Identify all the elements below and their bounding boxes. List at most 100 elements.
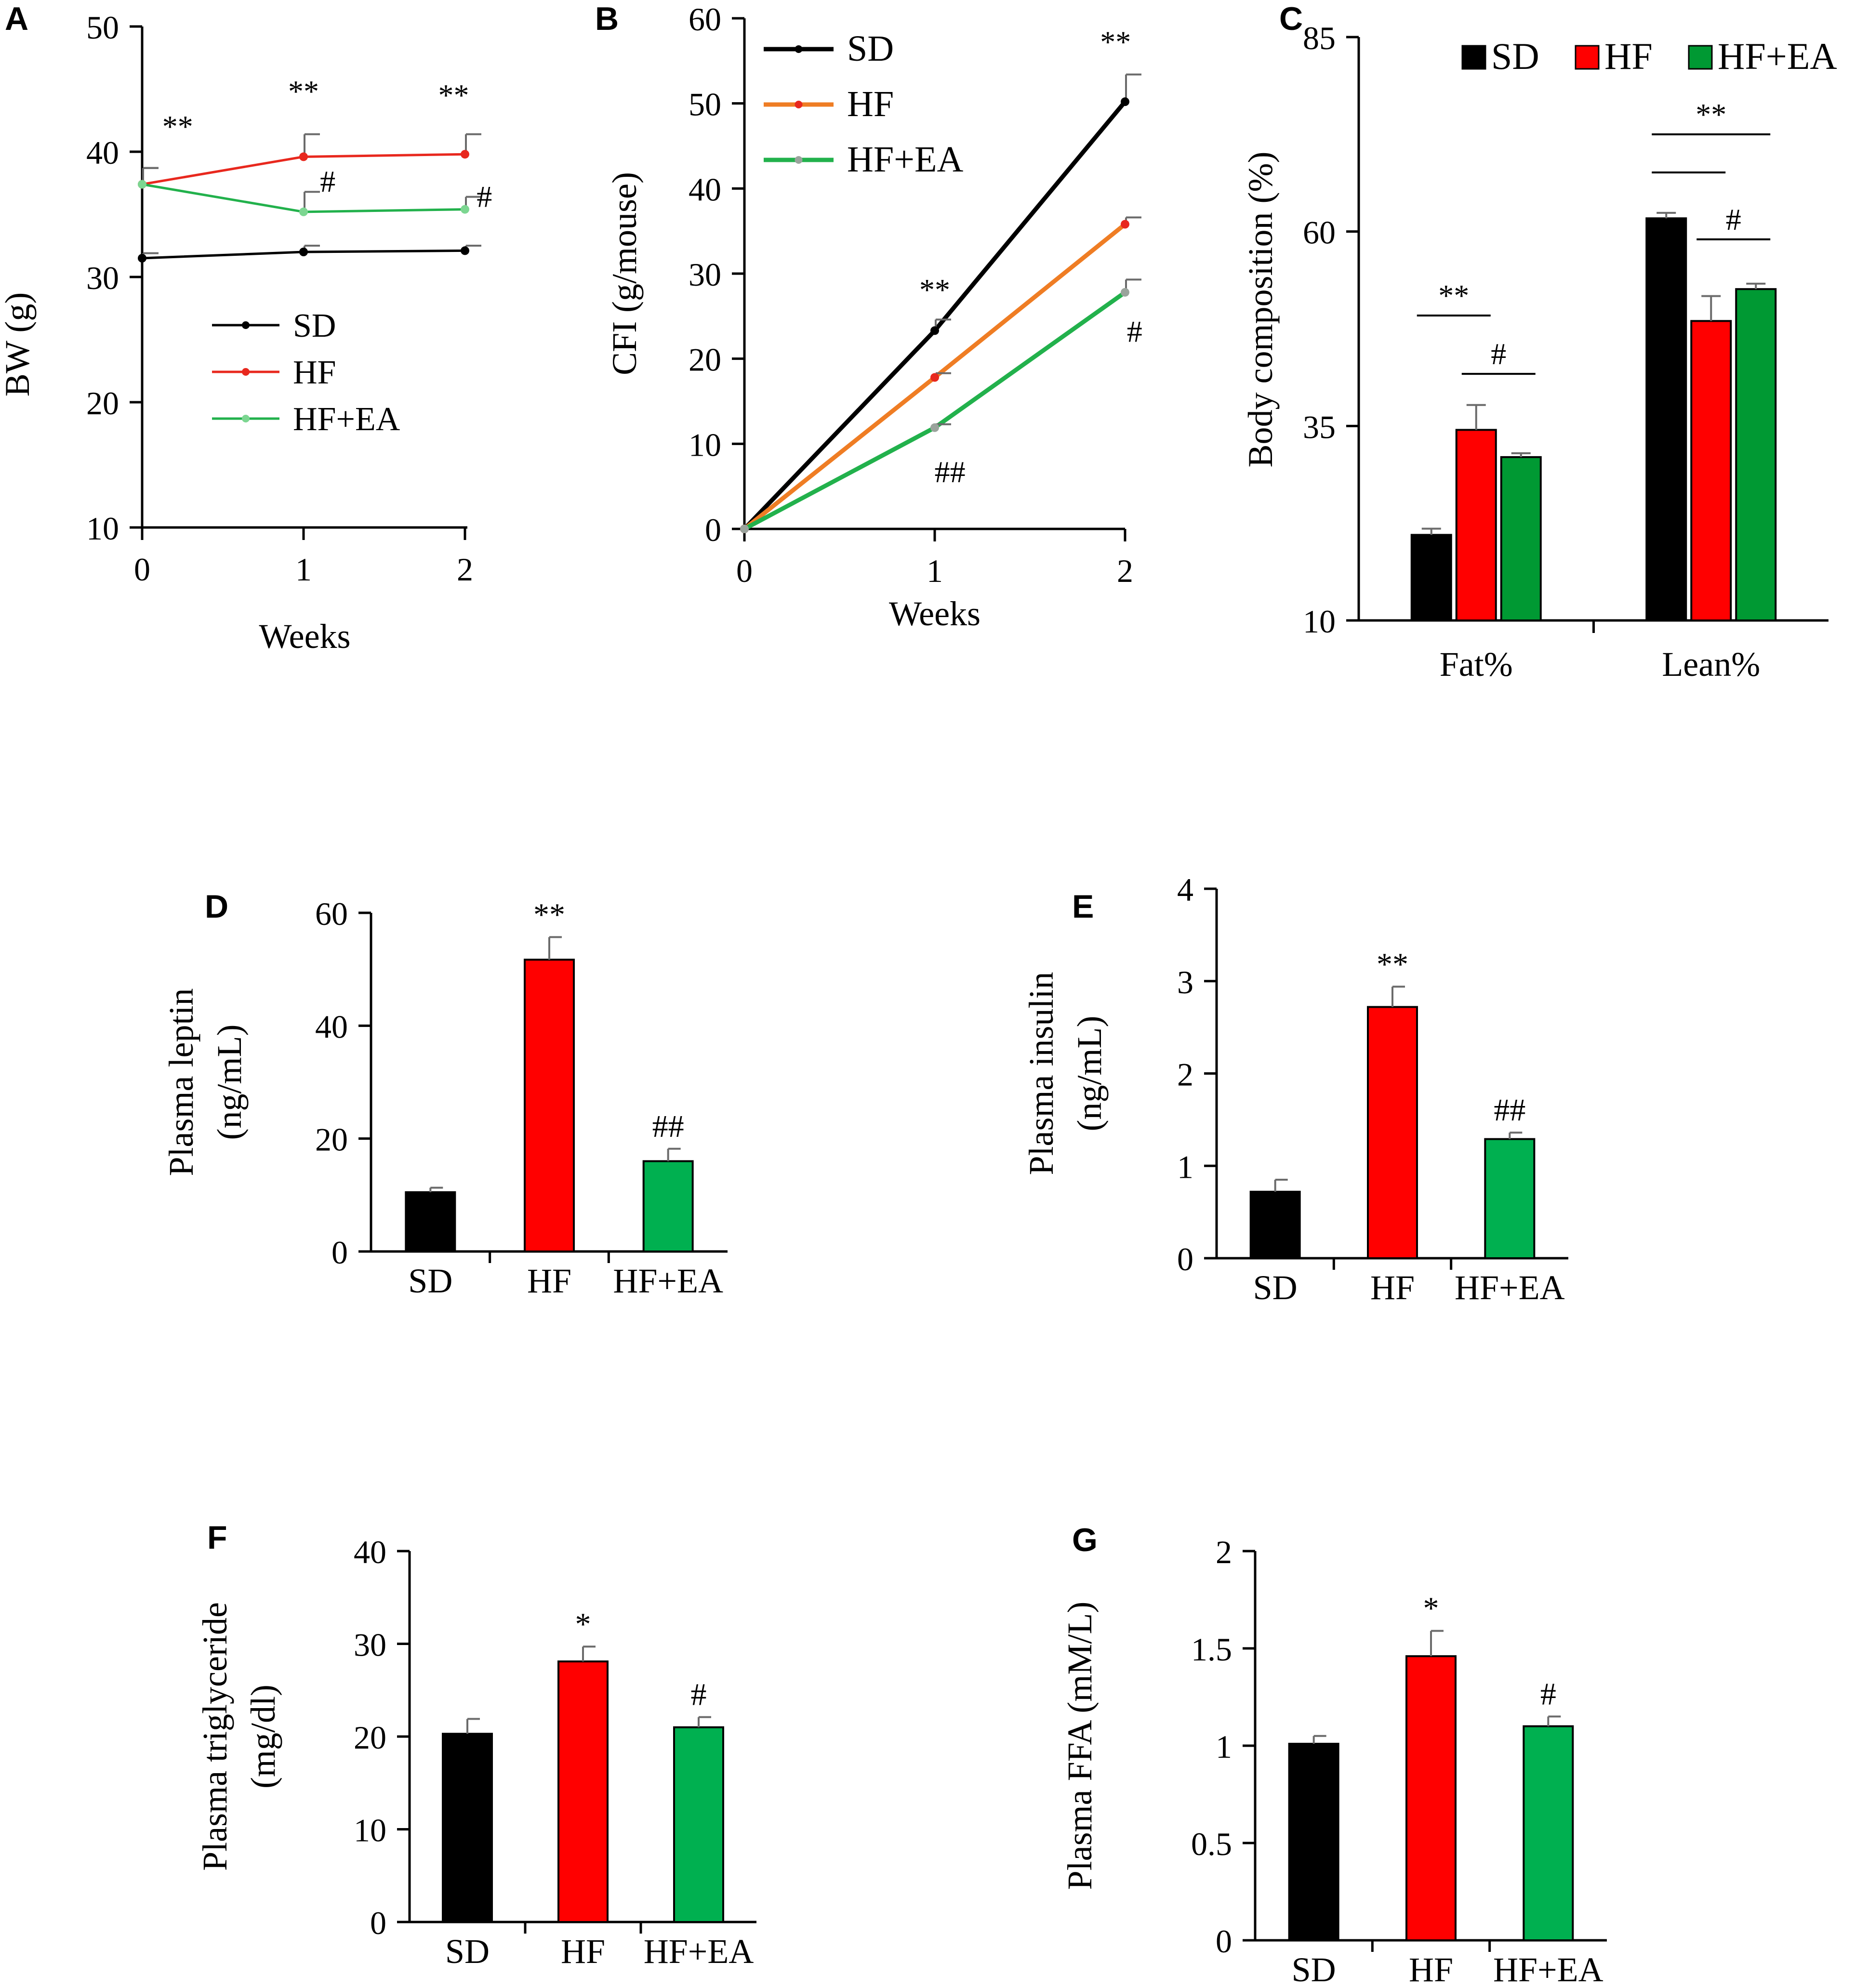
category-label: SD — [445, 1932, 490, 1971]
y-tick-label: 2 — [1216, 1534, 1232, 1570]
bar-HF+EA — [673, 1726, 724, 1923]
y-tick-label: 0.5 — [1191, 1826, 1232, 1862]
data-point-SD — [461, 246, 469, 255]
significance-mark: ** — [1100, 25, 1131, 59]
category-label: SD — [1253, 1268, 1298, 1307]
x-axis-label: Weeks — [889, 594, 980, 633]
significance-mark: ** — [919, 273, 950, 307]
y-tick-label: 40 — [689, 171, 721, 208]
legend-label: SD — [1491, 35, 1539, 77]
y-tick-label: 40 — [354, 1534, 386, 1570]
y-tick-label: 0 — [331, 1234, 348, 1271]
significance-mark: ** — [1377, 947, 1408, 982]
category-label: SD — [408, 1262, 452, 1300]
y-tick-label: 1 — [1177, 1148, 1193, 1185]
significance-mark: * — [1423, 1591, 1439, 1626]
y-tick-label: 60 — [689, 1, 721, 38]
legend-swatch-HF — [1575, 45, 1600, 70]
panel-label-C: C — [1279, 0, 1303, 37]
significance-mark: ## — [1494, 1093, 1525, 1128]
bar-SD — [442, 1733, 493, 1923]
category-label: HF+EA — [1493, 1950, 1603, 1988]
bar-SD — [405, 1191, 456, 1253]
data-point-HF+EA — [740, 525, 749, 533]
significance-mark: ** — [1438, 278, 1469, 313]
x-tick-label: 0 — [134, 551, 150, 588]
y-axis-label: Plasma insulin — [1022, 972, 1060, 1175]
y-tick-label: 50 — [689, 86, 721, 123]
panel-F: 0 10 20 30 40 SD HF * HF+EA # Plasma triglyceride (… — [196, 1534, 756, 1971]
category-label: HF — [1370, 1268, 1415, 1307]
data-point-HF — [299, 152, 308, 161]
bar-HF+EA — [642, 1160, 694, 1253]
x-tick-label: 2 — [1117, 553, 1133, 589]
significance-mark: # — [1127, 314, 1142, 348]
y-tick-label: 0 — [1177, 1241, 1193, 1277]
significance-mark: ## — [652, 1109, 684, 1144]
legend-swatch-SD — [1461, 45, 1486, 70]
panel-label-D: D — [205, 888, 228, 925]
bar-HF — [557, 1660, 609, 1923]
bar-SD — [1249, 1190, 1301, 1259]
significance-mark: # — [691, 1677, 707, 1712]
panel-A: 10 20 30 40 50 0 1 2 Weeks BW (g) ** ** ** # # SD HF HF+E… — [0, 9, 492, 656]
significance-mark: # — [1540, 1676, 1556, 1712]
data-point-SD — [138, 254, 146, 263]
y-tick-label: 20 — [689, 342, 721, 378]
bar-HF — [1690, 320, 1732, 621]
significance-mark: * — [575, 1606, 591, 1642]
y-tick-label: 0 — [1216, 1923, 1232, 1960]
y-tick-label: 10 — [1303, 603, 1336, 640]
y-axis-label: Body composition (%) — [1241, 152, 1280, 468]
legend-label: HF — [293, 354, 336, 391]
y-tick-label: 2 — [1177, 1056, 1193, 1093]
x-tick-label: 2 — [457, 551, 473, 588]
legend-label: SD — [847, 28, 894, 69]
bar-HF+EA — [1735, 288, 1777, 621]
significance-mark: ** — [288, 74, 319, 108]
y-tick-label: 40 — [315, 1008, 348, 1045]
y-tick-label: 40 — [86, 134, 119, 171]
category-label: HF — [527, 1262, 571, 1300]
data-point-HF+EA — [461, 205, 469, 214]
y-tick-label: 20 — [315, 1121, 348, 1158]
data-point-HF — [1121, 220, 1129, 229]
y-tick-label: 1 — [1216, 1728, 1232, 1765]
x-tick-label: 1 — [927, 553, 943, 589]
y-axis-label: Plasma triglyceride — [196, 1602, 234, 1871]
y-tick-label: 10 — [689, 426, 721, 463]
y-tick-label: 3 — [1177, 964, 1193, 1001]
y-tick-label: 50 — [86, 9, 119, 46]
legend-marker-HF — [242, 368, 250, 376]
y-tick-label: 20 — [86, 385, 119, 421]
y-tick-label: 0 — [370, 1905, 386, 1941]
y-axis-label-units: (mg/dl) — [244, 1685, 282, 1789]
legend-marker-SD — [242, 321, 250, 329]
y-tick-label: 60 — [1303, 214, 1336, 251]
bar-HF — [1367, 1006, 1418, 1259]
y-tick-label: 0 — [705, 512, 721, 548]
legend-label: HF+EA — [293, 401, 400, 438]
bar-HF — [1405, 1655, 1457, 1941]
significance-mark: # — [1491, 337, 1506, 371]
y-tick-label: 30 — [689, 256, 721, 293]
significance-mark: ** — [162, 109, 193, 144]
y-axis-label: CFI (g/mouse) — [605, 172, 644, 375]
legend-marker-HF — [795, 101, 803, 108]
significance-mark: ** — [1696, 97, 1726, 132]
y-tick-label: 60 — [315, 895, 348, 932]
data-point-SD — [299, 248, 308, 256]
y-axis-label-units: (ng/mL) — [210, 1025, 249, 1140]
bar-SD — [1410, 534, 1452, 622]
data-point-HF+EA — [138, 180, 146, 189]
legend-label: HF+EA — [1718, 35, 1837, 77]
x-tick-label: 1 — [295, 551, 312, 588]
significance-mark: ** — [438, 78, 469, 112]
category-label: HF — [1409, 1950, 1453, 1988]
data-point-HF — [930, 373, 939, 382]
y-tick-label: 20 — [354, 1719, 386, 1756]
y-tick-label: 10 — [86, 510, 119, 547]
panel-E: 0 1 2 3 4 SD HF ** HF+EA ## Plasma insulin (ng/mL) — [1022, 871, 1568, 1307]
category-label: HF+EA — [613, 1262, 723, 1300]
